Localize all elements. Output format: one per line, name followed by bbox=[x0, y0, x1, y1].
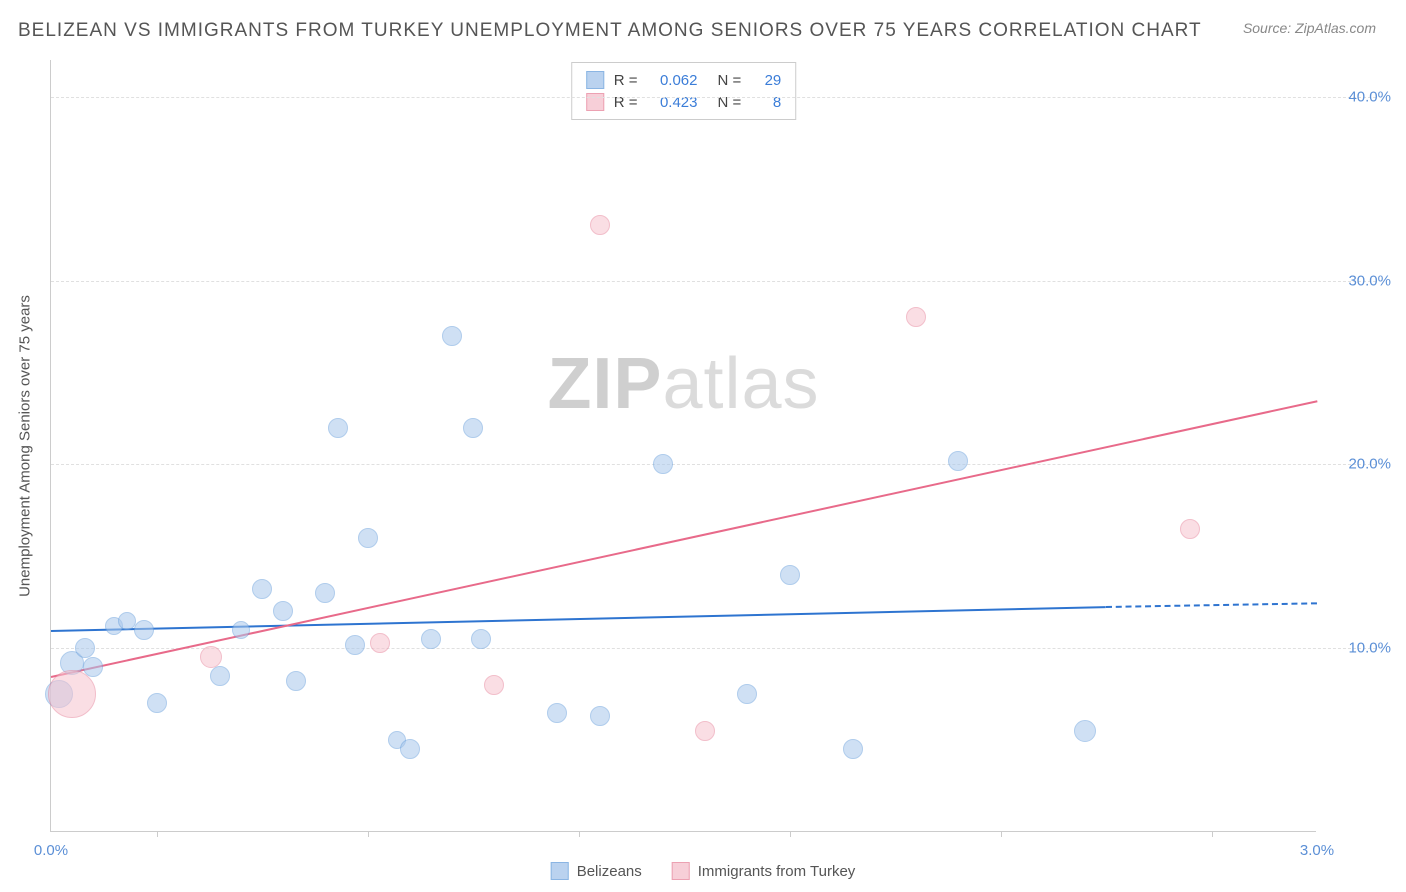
trend-line bbox=[51, 606, 1106, 632]
x-tick bbox=[1212, 831, 1213, 837]
data-point bbox=[358, 528, 378, 548]
legend-item: Immigrants from Turkey bbox=[672, 862, 856, 880]
data-point bbox=[421, 629, 441, 649]
trend-line bbox=[1106, 602, 1317, 608]
y-tick-label: 30.0% bbox=[1348, 272, 1391, 289]
chart-title: BELIZEAN VS IMMIGRANTS FROM TURKEY UNEMP… bbox=[18, 20, 1202, 42]
stat-n-label: N = bbox=[718, 72, 742, 89]
correlation-stats-box: R = 0.062 N = 29 R =0.423N =8 bbox=[571, 62, 797, 120]
gridline bbox=[51, 648, 1376, 649]
watermark-prefix: ZIP bbox=[547, 344, 662, 424]
data-point bbox=[1074, 720, 1096, 742]
legend-swatch bbox=[551, 862, 569, 880]
x-tick bbox=[1001, 831, 1002, 837]
legend-label: Immigrants from Turkey bbox=[698, 863, 856, 880]
legend-swatch bbox=[672, 862, 690, 880]
x-tick-label: 0.0% bbox=[34, 842, 68, 859]
data-point bbox=[695, 721, 715, 741]
data-point bbox=[653, 454, 673, 474]
y-tick-label: 20.0% bbox=[1348, 456, 1391, 473]
legend-swatch bbox=[586, 71, 604, 89]
data-point bbox=[948, 451, 968, 471]
x-tick-label: 3.0% bbox=[1300, 842, 1334, 859]
legend-item: Belizeans bbox=[551, 862, 642, 880]
x-tick bbox=[368, 831, 369, 837]
x-tick bbox=[579, 831, 580, 837]
data-point bbox=[147, 693, 167, 713]
data-point bbox=[75, 638, 95, 658]
stats-row: R =0.423N =8 bbox=[586, 91, 782, 113]
data-point bbox=[200, 646, 222, 668]
watermark: ZIPatlas bbox=[547, 343, 819, 425]
stats-row: R = 0.062 N = 29 bbox=[586, 69, 782, 91]
legend: Belizeans Immigrants from Turkey bbox=[551, 862, 856, 880]
data-point bbox=[252, 579, 272, 599]
data-point bbox=[48, 670, 96, 718]
data-point bbox=[370, 633, 390, 653]
data-point bbox=[590, 215, 610, 235]
legend-swatch bbox=[586, 93, 604, 111]
data-point bbox=[232, 621, 250, 639]
x-tick bbox=[790, 831, 791, 837]
data-point bbox=[83, 657, 103, 677]
y-tick-label: 40.0% bbox=[1348, 88, 1391, 105]
data-point bbox=[1180, 519, 1200, 539]
data-point bbox=[134, 620, 154, 640]
x-tick bbox=[157, 831, 158, 837]
data-point bbox=[328, 418, 348, 438]
stat-r-label: R = bbox=[614, 72, 638, 89]
data-point bbox=[442, 326, 462, 346]
data-point bbox=[210, 666, 230, 686]
stat-r-value: 0.062 bbox=[648, 72, 698, 89]
legend-label: Belizeans bbox=[577, 863, 642, 880]
chart-area: ZIPatlas R =0.062N =29R =0.423N =8 10.0%… bbox=[50, 60, 1316, 832]
data-point bbox=[737, 684, 757, 704]
y-axis-label: Unemployment Among Seniors over 75 years bbox=[17, 295, 34, 597]
data-point bbox=[471, 629, 491, 649]
data-point bbox=[780, 565, 800, 585]
data-point bbox=[315, 583, 335, 603]
data-point bbox=[345, 635, 365, 655]
source-label: Source: ZipAtlas.com bbox=[1243, 20, 1376, 36]
data-point bbox=[484, 675, 504, 695]
data-point bbox=[843, 739, 863, 759]
gridline bbox=[51, 281, 1376, 282]
gridline bbox=[51, 97, 1376, 98]
data-point bbox=[463, 418, 483, 438]
data-point bbox=[906, 307, 926, 327]
y-tick-label: 10.0% bbox=[1348, 640, 1391, 657]
watermark-suffix: atlas bbox=[662, 344, 819, 424]
stat-n-value: 29 bbox=[751, 72, 781, 89]
data-point bbox=[400, 739, 420, 759]
data-point bbox=[590, 706, 610, 726]
data-point bbox=[273, 601, 293, 621]
gridline bbox=[51, 464, 1376, 465]
scatter-plot: ZIPatlas R =0.062N =29R =0.423N =8 10.0%… bbox=[50, 60, 1316, 832]
data-point bbox=[547, 703, 567, 723]
data-point bbox=[286, 671, 306, 691]
